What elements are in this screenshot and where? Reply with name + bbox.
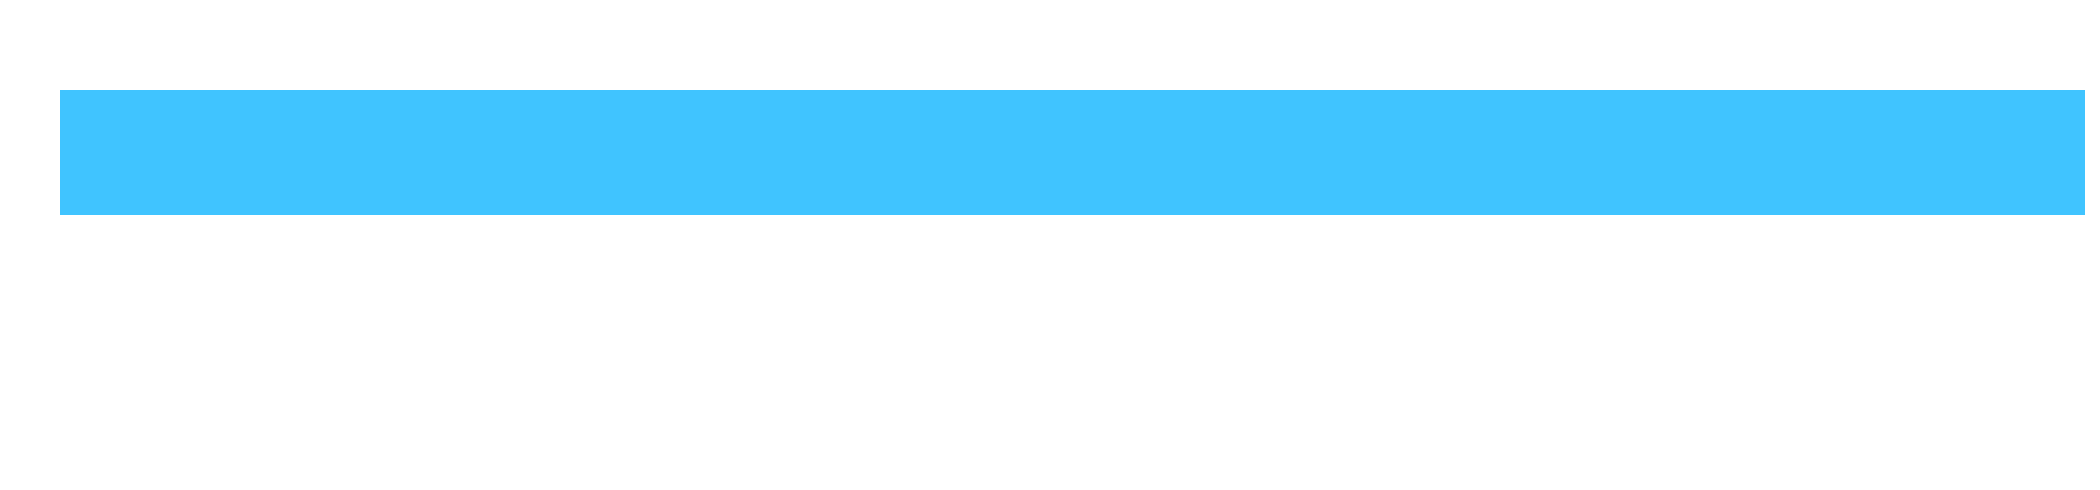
- blue-banner-bar: [60, 90, 2085, 215]
